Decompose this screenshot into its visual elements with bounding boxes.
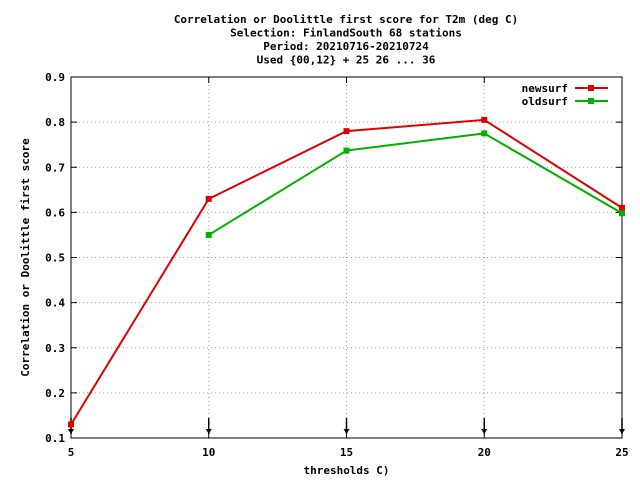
grid xyxy=(71,77,622,438)
y-tick-label: 0.9 xyxy=(45,71,65,84)
point-newsurf xyxy=(481,116,488,123)
threshold-marker-arrow xyxy=(481,429,488,434)
point-oldsurf xyxy=(481,130,488,137)
x-tick-label: 10 xyxy=(202,446,215,459)
threshold-marker-arrow xyxy=(619,429,625,434)
y-tick-label: 0.1 xyxy=(45,432,65,445)
y-tick-label: 0.4 xyxy=(45,297,65,310)
point-newsurf xyxy=(343,128,350,135)
threshold-marker-arrow xyxy=(68,429,74,434)
y-tick-label: 0.7 xyxy=(45,161,65,174)
title-line: Selection: FinlandSouth 68 stations xyxy=(230,27,462,40)
x-tick-label: 15 xyxy=(340,446,353,459)
legend-label: newsurf xyxy=(522,82,568,95)
title-line: Correlation or Doolittle first score for… xyxy=(174,13,518,26)
threshold-markers xyxy=(68,418,625,434)
point-oldsurf xyxy=(205,231,212,238)
point-newsurf xyxy=(205,195,212,202)
x-tick-label: 25 xyxy=(615,446,628,459)
series-line-oldsurf xyxy=(208,132,623,236)
y-tick-label: 0.5 xyxy=(45,252,65,265)
series-group xyxy=(68,116,625,428)
legend-label: oldsurf xyxy=(522,95,568,108)
x-tick-label: 5 xyxy=(68,446,75,459)
point-newsurf xyxy=(619,204,625,211)
legend-swatch-marker xyxy=(588,85,594,91)
y-tick-label: 0.3 xyxy=(45,342,65,355)
y-axis-label: Correlation or Doolittle first score xyxy=(19,138,32,377)
title-line: Period: 20210716-20210724 xyxy=(263,40,429,53)
point-newsurf xyxy=(68,421,74,428)
title-line: Used {00,12} + 25 26 ... 36 xyxy=(257,54,436,67)
chart-title: Correlation or Doolittle first score for… xyxy=(174,13,518,67)
legend-swatch-marker xyxy=(588,98,594,104)
threshold-marker-arrow xyxy=(205,429,212,434)
threshold-marker-arrow xyxy=(343,429,350,434)
x-axis-label: thresholds C) xyxy=(303,464,389,477)
y-tick-label: 0.8 xyxy=(45,116,65,129)
x-tick-label: 20 xyxy=(478,446,491,459)
point-oldsurf xyxy=(619,210,625,217)
y-tick-label: 0.6 xyxy=(45,206,65,219)
y-tick-label: 0.2 xyxy=(45,387,65,400)
axis-ticks: 0.1 0.2 0.3 0.4 0.5 0.6 0.7 0.8 0.9 5 10 15 20 25 xyxy=(45,71,629,459)
point-oldsurf xyxy=(343,147,350,154)
